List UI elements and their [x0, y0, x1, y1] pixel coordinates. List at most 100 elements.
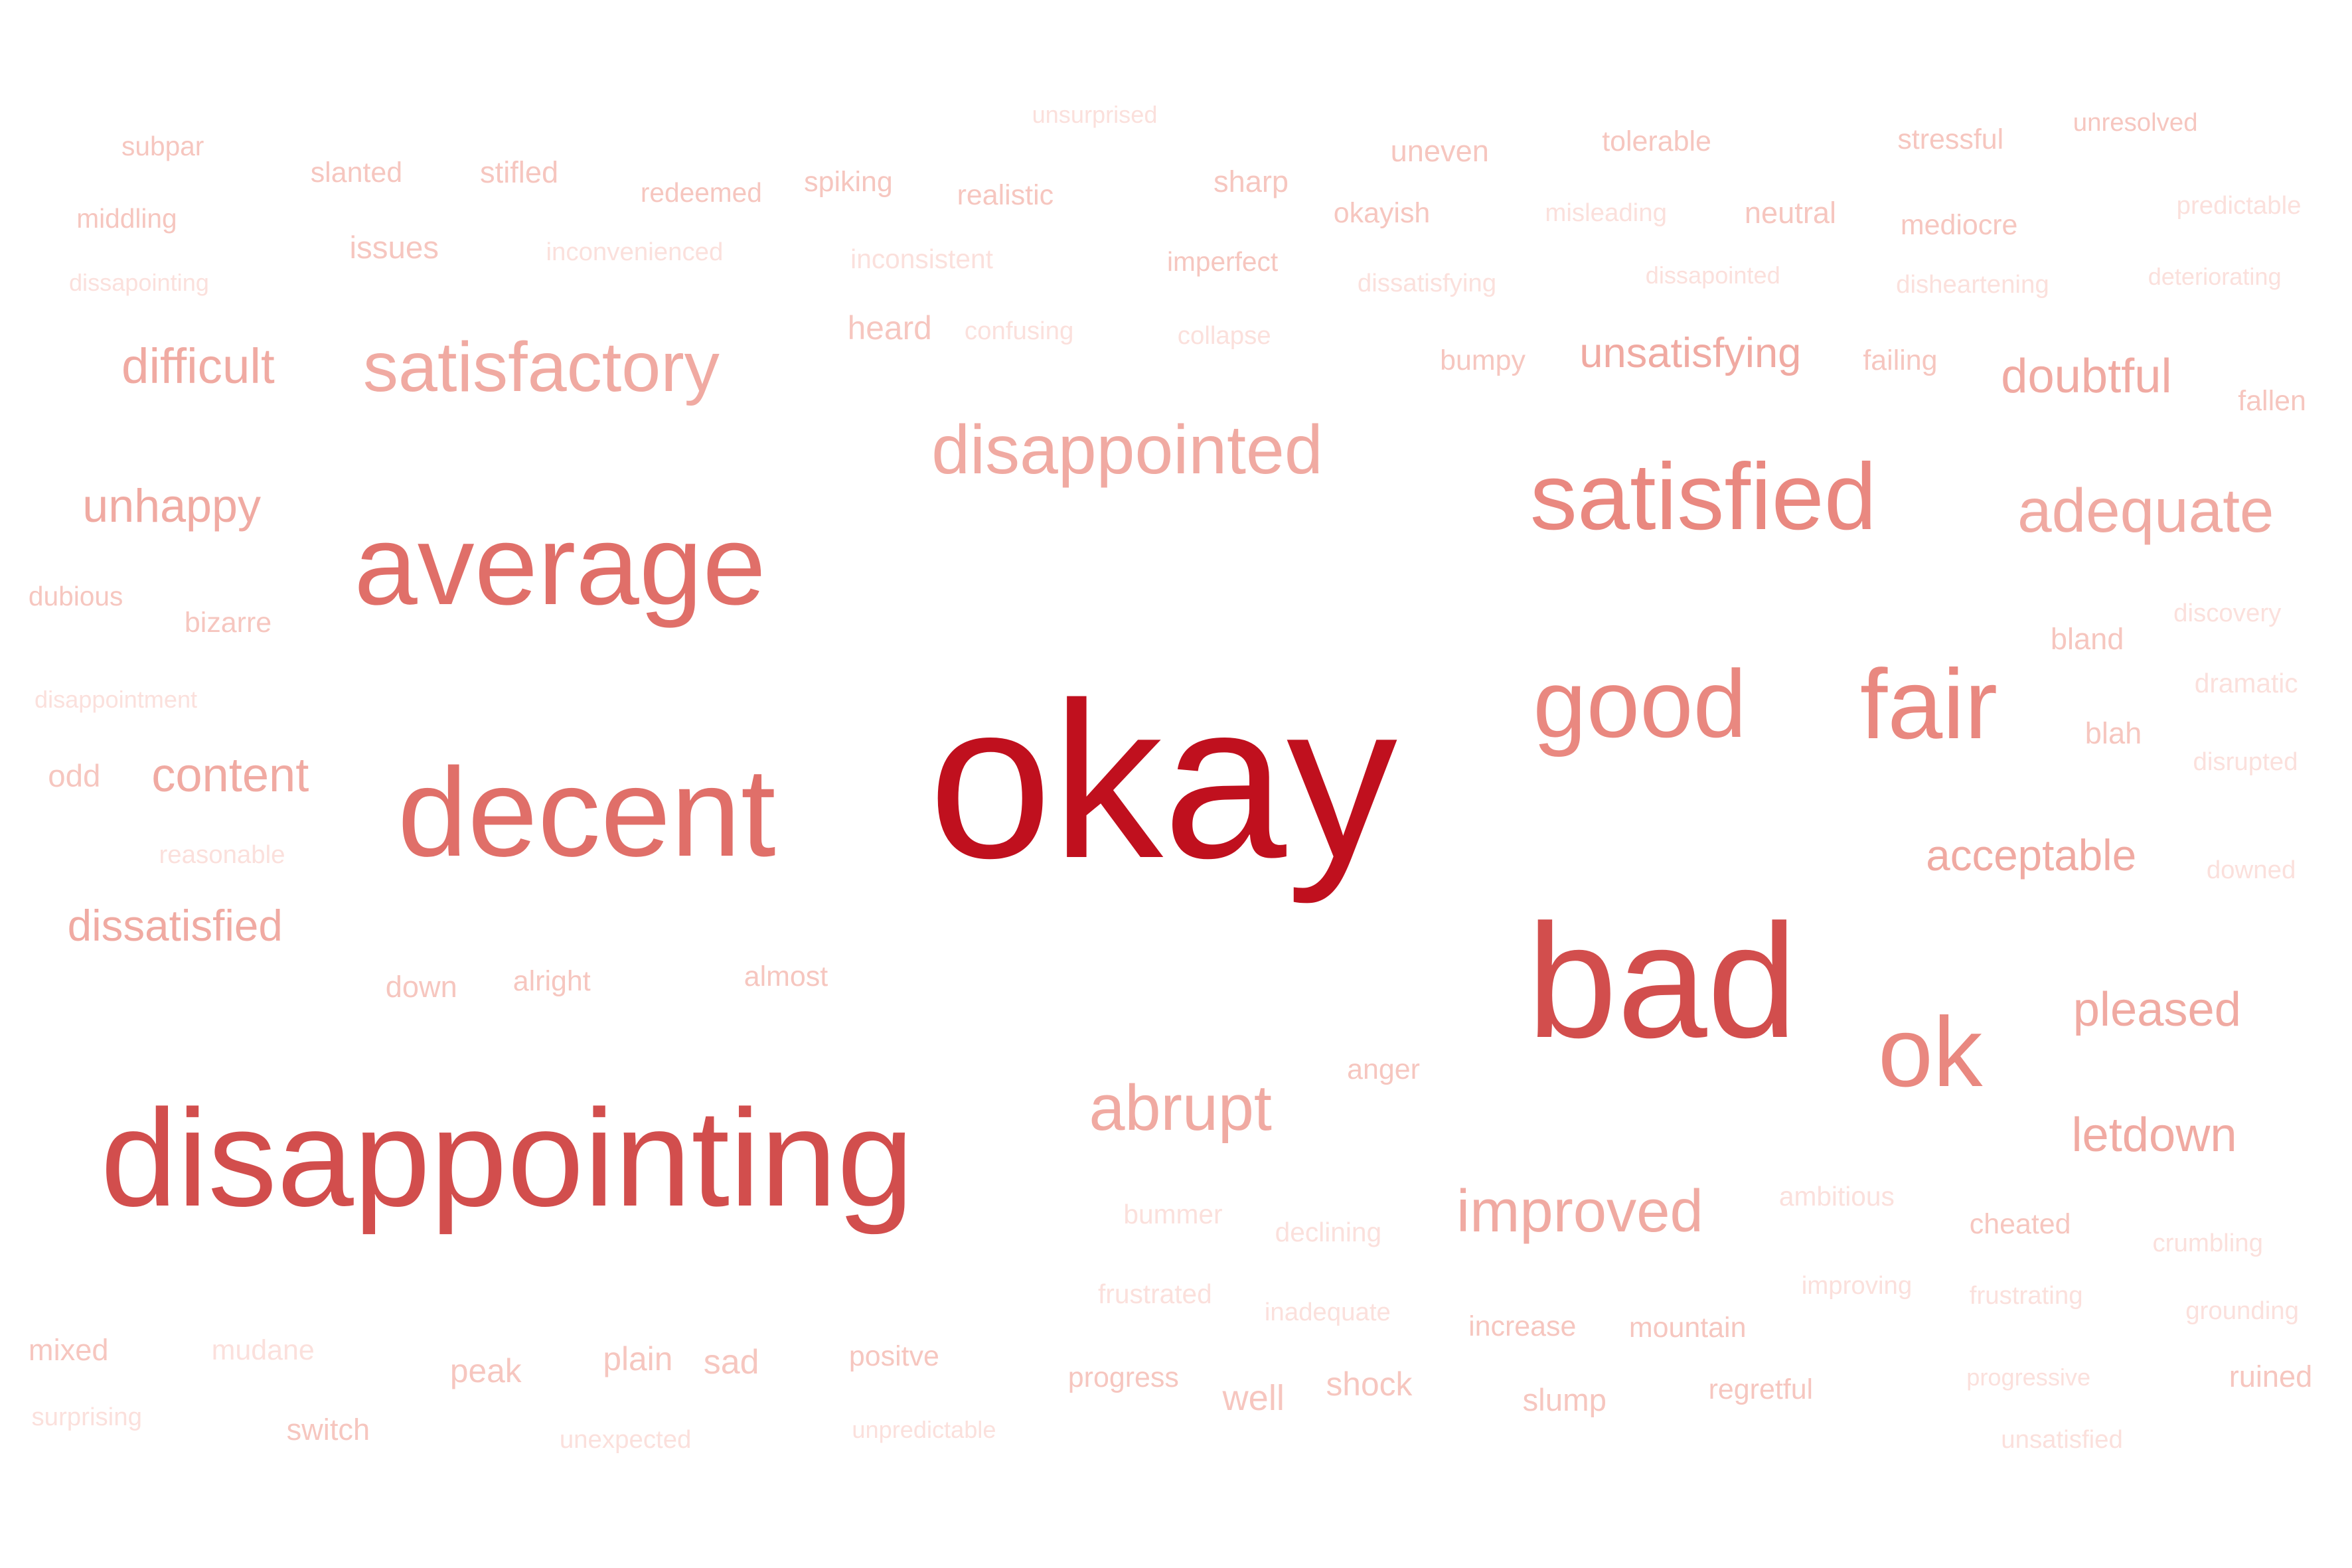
word-deteriorating: deteriorating	[2148, 262, 2282, 290]
word-okay: okay	[928, 655, 1398, 904]
word-alright: alright	[512, 965, 591, 997]
word-increase: increase	[1468, 1310, 1577, 1342]
word-confusing: confusing	[964, 317, 1074, 346]
word-satisfactory: satisfactory	[362, 327, 720, 407]
word-subpar: subpar	[121, 131, 204, 162]
word-dubious: dubious	[28, 581, 123, 612]
word-bumpy: bumpy	[1440, 344, 1526, 376]
word-inadequate: inadequate	[1264, 1298, 1391, 1327]
word-unhappy: unhappy	[82, 480, 261, 532]
word-slump: slump	[1522, 1382, 1607, 1418]
word-odd: odd	[48, 758, 101, 794]
word-abrupt: abrupt	[1089, 1071, 1272, 1144]
word-anger: anger	[1347, 1054, 1420, 1086]
word-misleading: misleading	[1545, 198, 1667, 227]
word-bummer: bummer	[1123, 1199, 1223, 1230]
word-stressful: stressful	[1897, 123, 2004, 156]
word-dramatic: dramatic	[2194, 668, 2298, 699]
word-mudane: mudane	[211, 1334, 315, 1366]
word-mediocre: mediocre	[1900, 209, 2018, 242]
word-dissatisfying: dissatisfying	[1357, 269, 1497, 298]
word-neutral: neutral	[1744, 196, 1837, 230]
word-fallen: fallen	[2238, 384, 2306, 417]
word-failing: failing	[1863, 344, 1938, 376]
word-fair: fair	[1859, 648, 1998, 759]
word-bad: bad	[1527, 890, 1798, 1072]
word-disheartening: disheartening	[1896, 270, 2049, 299]
word-issues: issues	[349, 230, 439, 266]
word-stifled: stifled	[480, 155, 559, 190]
word-inconsistent: inconsistent	[850, 243, 993, 274]
word-blah: blah	[2084, 716, 2142, 751]
word-plain: plain	[603, 1340, 673, 1377]
word-crumbling: crumbling	[2152, 1229, 2263, 1258]
word-disrupted: disrupted	[2193, 747, 2298, 776]
word-middling: middling	[76, 202, 177, 234]
word-frustrating: frustrating	[1969, 1281, 2083, 1310]
word-progress: progress	[1067, 1361, 1179, 1393]
word-downed: downed	[2206, 855, 2296, 884]
word-ruined: ruined	[2229, 1360, 2313, 1394]
word-mountain: mountain	[1628, 1311, 1747, 1344]
word-unpredictable: unpredictable	[852, 1416, 996, 1444]
word-unexpected: unexpected	[559, 1425, 692, 1454]
word-bizarre: bizarre	[184, 606, 272, 639]
word-content: content	[151, 749, 309, 803]
word-discovery: discovery	[2173, 599, 2282, 628]
word-average: average	[354, 502, 766, 629]
word-predictable: predictable	[2176, 191, 2302, 220]
word-disappointed: disappointed	[931, 411, 1323, 489]
word-decent: decent	[397, 742, 776, 883]
word-unresolved: unresolved	[2073, 108, 2198, 137]
word-disappointment: disappointment	[34, 686, 198, 714]
word-dissapointed: dissapointed	[1645, 261, 1780, 289]
word-unsurprised: unsurprised	[1032, 100, 1158, 128]
word-mixed: mixed	[28, 1332, 109, 1367]
word-improving: improving	[1801, 1271, 1913, 1300]
word-unsatisfied: unsatisfied	[2001, 1425, 2123, 1454]
word-surprising: surprising	[31, 1403, 142, 1432]
word-positve: positve	[848, 1340, 939, 1372]
word-unsatisfying: unsatisfying	[1579, 329, 1802, 376]
word-uneven: uneven	[1390, 134, 1489, 169]
word-reasonable: reasonable	[159, 840, 285, 869]
word-pleased: pleased	[2073, 982, 2241, 1036]
word-imperfect: imperfect	[1166, 246, 1279, 277]
word-good: good	[1533, 649, 1747, 757]
word-difficult: difficult	[121, 339, 275, 394]
word-dissatisfied: dissatisfied	[67, 901, 283, 950]
word-down: down	[385, 969, 457, 1004]
word-grounding: grounding	[2185, 1296, 2300, 1325]
word-dissapointing: dissapointing	[68, 268, 209, 296]
word-slanted: slanted	[310, 157, 403, 189]
word-inconvenienced: inconvenienced	[546, 237, 724, 266]
word-almost: almost	[744, 961, 828, 993]
word-disappointing: disappointing	[100, 1081, 914, 1236]
word-bland: bland	[2050, 621, 2124, 656]
word-heard: heard	[847, 309, 932, 347]
word-okayish: okayish	[1333, 197, 1431, 230]
word-peak: peak	[449, 1352, 522, 1389]
word-letdown: letdown	[2071, 1109, 2237, 1162]
word-adequate: adequate	[2017, 475, 2274, 545]
word-shock: shock	[1326, 1365, 1413, 1403]
word-declining: declining	[1275, 1217, 1382, 1248]
word-spiking: spiking	[804, 165, 893, 198]
word-collapse: collapse	[1177, 321, 1271, 351]
word-sad: sad	[703, 1343, 759, 1382]
word-well: well	[1222, 1378, 1285, 1419]
word-progressive: progressive	[1966, 1364, 2091, 1391]
word-tolerable: tolerable	[1602, 125, 1711, 157]
word-ambitious: ambitious	[1778, 1181, 1895, 1212]
word-acceptable: acceptable	[1926, 830, 2137, 880]
word-improved: improved	[1456, 1178, 1703, 1245]
word-redeemed: redeemed	[640, 177, 762, 208]
word-frustrated: frustrated	[1098, 1279, 1212, 1309]
word-switch: switch	[286, 1412, 370, 1447]
word-doubtful: doubtful	[2001, 350, 2172, 404]
word-satisfied: satisfied	[1529, 443, 1877, 550]
word-realistic: realistic	[957, 179, 1054, 211]
word-ok: ok	[1877, 996, 1983, 1107]
word-regretful: regretful	[1708, 1373, 1814, 1405]
